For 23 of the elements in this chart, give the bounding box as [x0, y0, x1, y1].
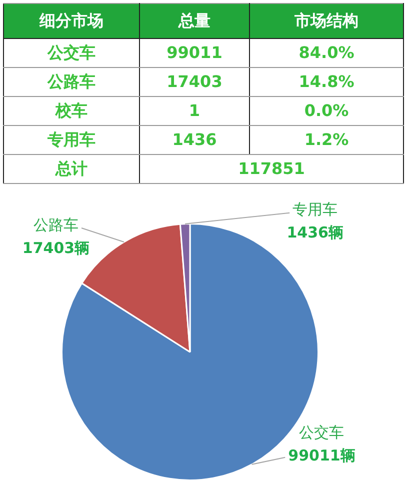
data-label: 99011辆	[288, 446, 356, 464]
text: 117851	[140, 154, 404, 184]
slice-label: 专用车	[292, 200, 338, 219]
slice-label: 公路车	[34, 216, 79, 234]
text: 细分市场	[4, 4, 140, 38]
text: 公路车	[4, 68, 140, 96]
text: 1436	[140, 126, 250, 154]
text: 校车	[4, 96, 140, 126]
text: 专用车	[4, 126, 140, 154]
text: 总计	[4, 154, 140, 184]
text: 0.0%	[250, 96, 404, 126]
data-label: 1436辆	[286, 224, 344, 242]
text: 99011	[140, 38, 250, 68]
text: 1.2%	[250, 126, 404, 154]
text: 1	[140, 96, 250, 126]
slice-label: 公交车	[299, 423, 344, 442]
text: 84.0%	[250, 38, 404, 68]
text: 公交车	[4, 38, 140, 68]
text: 17403	[140, 68, 250, 96]
data-label: 17403辆	[22, 238, 90, 257]
text: 14.8%	[250, 68, 404, 96]
text: 市场结构	[250, 4, 404, 38]
text: 总量	[140, 4, 250, 38]
